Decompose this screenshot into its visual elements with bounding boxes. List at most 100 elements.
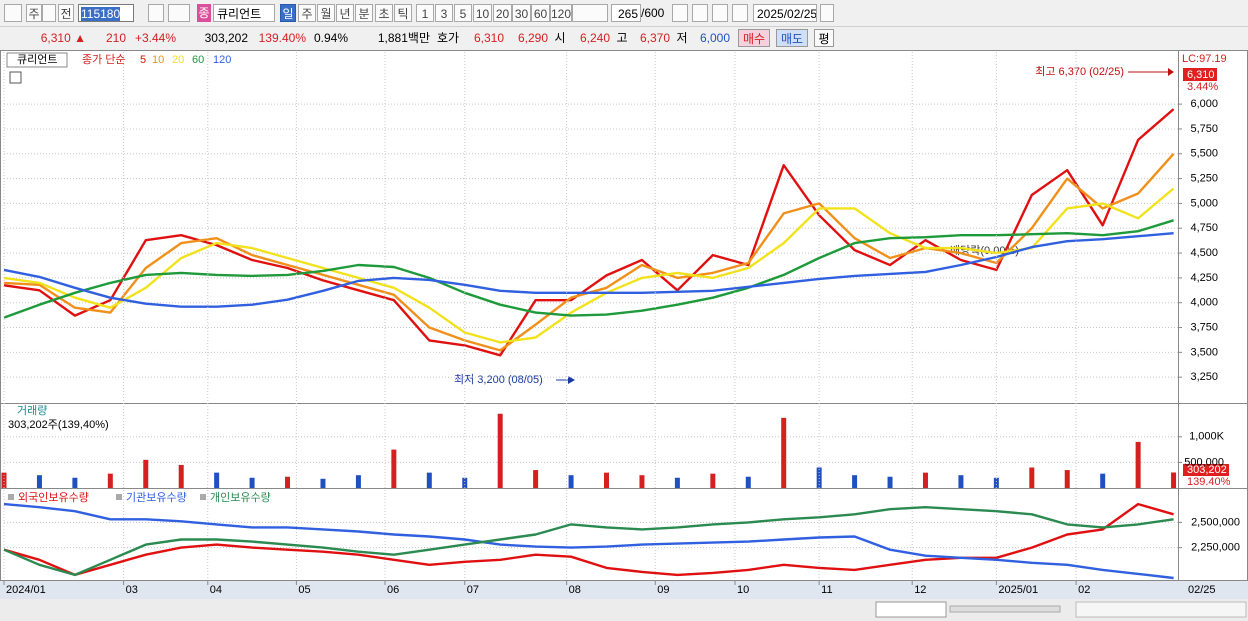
toolbar-icon[interactable] [692,4,708,22]
scroll-bar [0,599,1248,621]
toolbar-text: 120 [551,7,572,21]
toolbar-item[interactable]: 30 [512,4,531,22]
toolbar-icon[interactable] [148,4,164,22]
toolbar-item[interactable]: 주 [298,4,316,22]
y-tick-label: 4,000 [1190,297,1218,309]
y-tick-label: 5,750 [1190,123,1218,135]
toolbar-icon[interactable] [672,4,688,22]
y-tick-label: 4,250 [1190,272,1218,284]
toolbar-text: 3 [440,7,448,21]
volume-bar [639,475,645,488]
y-tick-label: 5,250 [1190,173,1218,185]
volume-bar [391,449,397,488]
quote-item[interactable]: 매수 [738,29,770,47]
toolbar-text: 큐리언트 [217,7,262,21]
volume-bar [1171,472,1177,488]
toolbar-text: 30 [514,7,529,21]
toolbar-item[interactable]: 20 [493,4,512,22]
volume-bar [674,477,680,488]
volume-bar [36,475,42,488]
volume-bar [249,477,255,488]
lc-label: LC:97.19 [1182,53,1227,65]
scroll-buttons[interactable] [875,601,947,618]
legend-label: 10 [152,54,164,66]
x-tick-label: 10 [737,584,749,596]
toolbar-text: 종 [198,6,210,20]
toolbar-item[interactable]: 종 [197,4,211,22]
toolbar-icon[interactable] [572,4,608,22]
volume-bar [852,475,858,488]
quote-item: 1,881백만 [377,31,430,45]
toolbar-item[interactable]: 10 [473,4,492,22]
table-icon[interactable] [9,71,22,84]
quote-item: 303,202 [204,31,248,45]
toolbar-item[interactable]: 전 [58,4,74,22]
volume-bar [1135,441,1141,488]
legend-label: 기관보유수량 [126,491,187,504]
x-tick-label: 09 [657,584,669,596]
volume-bar [178,464,184,488]
toolbar-item[interactable]: 틱 [394,4,412,22]
toolbar-item[interactable]: 초 [375,4,393,22]
toolbar-item[interactable]: /600 [641,4,667,22]
quote-item[interactable]: 평 [814,29,834,47]
toolbar-icon[interactable] [4,4,22,22]
toolbar-text: 20 [495,7,510,21]
x-tick-label: 07 [467,584,479,596]
toolbar-item[interactable]: 265 [611,4,641,22]
low-annotation: 최저 3,200 (08/05) [454,373,543,386]
legend-swatch [8,494,14,500]
toolbar-text: 2025/02/25 [757,7,817,21]
toolbar-text: 1 [421,7,429,21]
y-tick-label: 5,000 [1190,197,1218,209]
y-tick-label: 3,750 [1190,321,1218,333]
toolbar-icon[interactable] [732,4,748,22]
toolbar-icon[interactable] [168,4,190,22]
toolbar-item[interactable]: 2025/02/25 [753,4,817,22]
toolbar-icon[interactable] [712,4,728,22]
volume-bar [72,477,78,488]
volume-bar [462,477,468,488]
y-tick-label: 5,500 [1190,148,1218,160]
toolbar-text: 년 [339,7,351,21]
toolbar-item[interactable]: 60 [531,4,550,22]
toolbar-item[interactable]: 3 [435,4,453,22]
legend-swatch [116,494,122,500]
zoom-slider[interactable] [949,605,1061,613]
quote-item[interactable]: 매도 [776,29,808,47]
toolbar-icon[interactable] [820,4,834,22]
toolbar-item[interactable]: 년 [336,4,354,22]
toolbar-text: 265 [617,7,638,21]
y-tick-label: 6,000 [1190,98,1218,110]
toolbar-text: 10 [475,7,490,21]
toolbar-text: 틱 [397,7,409,21]
toolbar-item[interactable]: 분 [355,4,373,22]
volume-bar [781,417,787,488]
toolbar-item[interactable]: 큐리언트 [213,4,275,22]
volume-bar [958,475,964,488]
volume-bar [922,472,928,488]
x-tick-label: 03 [126,584,138,596]
tool-buttons[interactable] [1075,601,1247,618]
toolbar-item[interactable]: 120 [550,4,572,22]
toolbar-text: 5 [459,7,467,21]
toolbar-text: 주 [28,7,40,21]
legend-label: 20 [172,54,184,66]
legend-swatch [200,494,206,500]
toolbar-text: 주 [301,7,313,21]
toolbar-item[interactable]: 115180 [78,4,134,22]
toolbar-item[interactable]: 일 [280,4,296,22]
legend-label: 외국인보유수량 [18,491,89,504]
toolbar-item[interactable]: 1 [416,4,434,22]
x-tick-label: 11 [821,584,832,596]
quote-item: 6,290 [517,31,548,45]
toolbar-item[interactable]: 월 [317,4,335,22]
toolbar-text: /600 [641,6,665,20]
legend-prefix: 종가 단순 [82,53,126,66]
last-volume-box [1183,464,1229,476]
volume-bar [285,476,291,488]
toolbar-icon[interactable] [42,4,56,22]
toolbar-item[interactable]: 5 [454,4,472,22]
toolbar-item[interactable]: 주 [26,4,42,22]
toolbar-text: 60 [533,7,548,21]
